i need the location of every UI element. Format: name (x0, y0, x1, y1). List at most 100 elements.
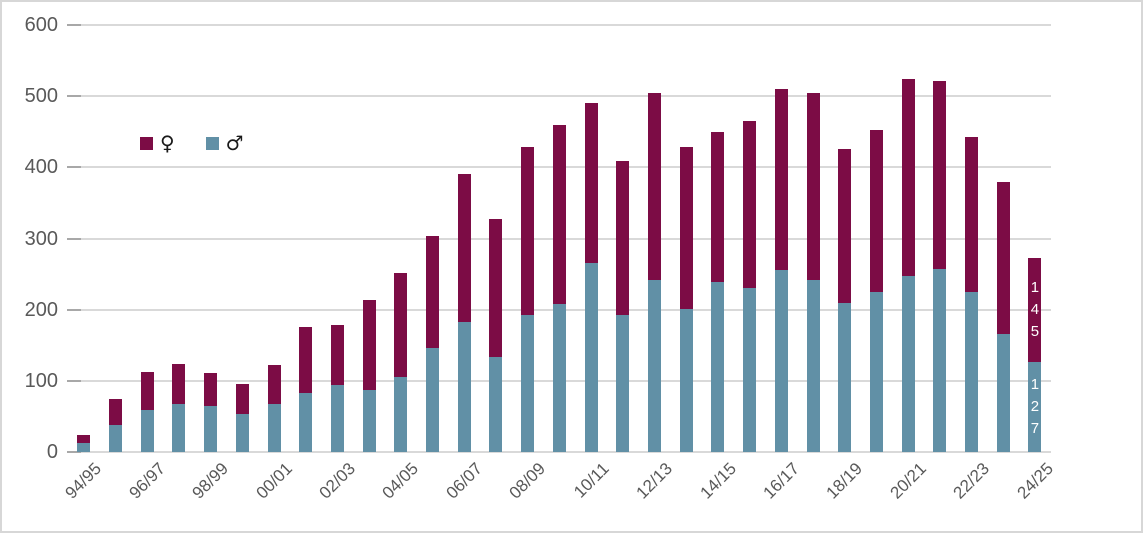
bar-segment-female (679, 146, 693, 309)
bar-segment-male (965, 291, 979, 452)
legend-swatch-female (140, 136, 153, 150)
bar-slot-18 (607, 25, 639, 452)
bar-segment-male (648, 279, 661, 452)
bar-slot-6 (227, 25, 259, 452)
bar-segment-female (616, 160, 630, 315)
bar-slot-14 (480, 25, 512, 452)
legend-item-female: ♀ (140, 133, 175, 153)
gridline-0 (67, 451, 1051, 453)
bar-segment-male (235, 414, 249, 452)
stacked-bar-24 (806, 92, 820, 452)
x-tick-label-94-95: 94/95 (61, 459, 106, 503)
stacked-bar-12 (426, 235, 440, 452)
bar-slot-23 (765, 25, 797, 452)
x-tick-label-04-05: 04/05 (378, 459, 423, 503)
bar-segment-female (140, 372, 154, 411)
bar-slot-13 (448, 25, 480, 452)
bar-segment-female (552, 124, 566, 304)
stacked-bar-4 (172, 364, 186, 452)
y-tick-label: 400 (24, 156, 58, 178)
bar-segment-male (901, 276, 915, 452)
bar-segment-male (267, 403, 281, 452)
bar-segment-female (330, 325, 344, 386)
y-axis-tick (67, 95, 81, 97)
stacked-bar-1 (77, 434, 91, 452)
bar-segment-male (711, 281, 725, 452)
bar-slot-31: 145 127 (1019, 25, 1051, 452)
bar-segment-female (521, 147, 535, 315)
bar-segment-female (362, 300, 376, 391)
bar-slot-15 (512, 25, 544, 452)
bar-segment-female (869, 130, 883, 292)
y-tick-label: 100 (24, 370, 58, 392)
stacked-bar-14 (489, 218, 503, 452)
stacked-bar-8 (299, 327, 313, 452)
bar-segment-male (489, 357, 503, 452)
bar-segment-male (552, 303, 566, 452)
bar-segment-female (901, 79, 915, 277)
bar-slot-2 (100, 25, 132, 452)
bar-segment-female (77, 434, 91, 444)
y-tick-label: 0 (46, 441, 58, 463)
bar-slot-11 (385, 25, 417, 452)
bar-segment-female (426, 235, 440, 349)
bar-slot-5 (195, 25, 227, 452)
bar-segment-female (996, 181, 1010, 334)
bar-segment-female (235, 383, 249, 415)
stacked-bar-26 (869, 130, 883, 452)
y-axis-tick (67, 166, 81, 168)
stacked-bar-19 (648, 92, 661, 452)
legend-symbol-male: ♂ (225, 131, 244, 155)
x-tick-label-18-19: 18/19 (822, 459, 867, 503)
x-tick-label-08-09: 08/09 (505, 459, 550, 503)
bar-segment-female (394, 273, 408, 377)
bar-segment-male (679, 308, 693, 452)
bar-slot-30 (987, 25, 1019, 452)
stacked-bar-5 (204, 373, 218, 452)
x-tick-label-12-13: 12/13 (632, 459, 677, 503)
bar-slot-29 (956, 25, 988, 452)
bar-slot-3 (131, 25, 163, 452)
bar-segment-male (330, 385, 344, 452)
stacked-bar-6 (235, 383, 249, 452)
bar-segment-male (743, 287, 757, 452)
legend: ♀ ♂ (140, 133, 244, 153)
y-axis-tick (67, 451, 81, 453)
stacked-bar-31: 145 127 (1028, 258, 1042, 452)
bar-segment-male (774, 269, 788, 452)
legend-swatch-male (205, 136, 219, 150)
bar-segment-male (521, 314, 535, 452)
bar-slot-27 (892, 25, 924, 452)
gridline-500 (67, 95, 1051, 97)
y-axis-tick (67, 380, 81, 382)
gridline-600 (67, 24, 1051, 26)
bar-segment-female (648, 92, 661, 280)
stacked-bar-9 (330, 325, 344, 452)
bar-segment-male (172, 403, 186, 452)
bar-segment-female (743, 121, 757, 288)
stacked-bar-23 (774, 89, 788, 452)
bar-segment-male (869, 291, 883, 452)
stacked-bar-10 (362, 300, 376, 452)
bar-segment-female (489, 218, 503, 358)
stacked-bar-25 (838, 148, 852, 452)
bar-slot-26 (861, 25, 893, 452)
x-tick-label-20-21: 20/21 (886, 459, 930, 503)
bar-slot-25 (829, 25, 861, 452)
bar-segment-male (616, 314, 630, 452)
bar-segment-female (584, 102, 598, 263)
bar-segment-female (933, 80, 947, 270)
bar-segment-female (267, 365, 281, 404)
bar-segment-female (457, 174, 471, 322)
x-tick-label-14-15: 14/15 (695, 459, 740, 503)
stacked-bar-27 (901, 79, 915, 452)
bar-segment-female (109, 399, 123, 425)
y-tick-label: 300 (24, 228, 58, 250)
plot-area: 145 127 (67, 24, 1051, 453)
bar-slot-20 (670, 25, 702, 452)
bar-segment-male (933, 269, 947, 452)
y-tick-label: 500 (24, 85, 58, 107)
bar-segment-male (394, 376, 408, 452)
x-tick-label-96-97: 96/97 (125, 459, 169, 503)
bar-segment-female (299, 327, 313, 393)
